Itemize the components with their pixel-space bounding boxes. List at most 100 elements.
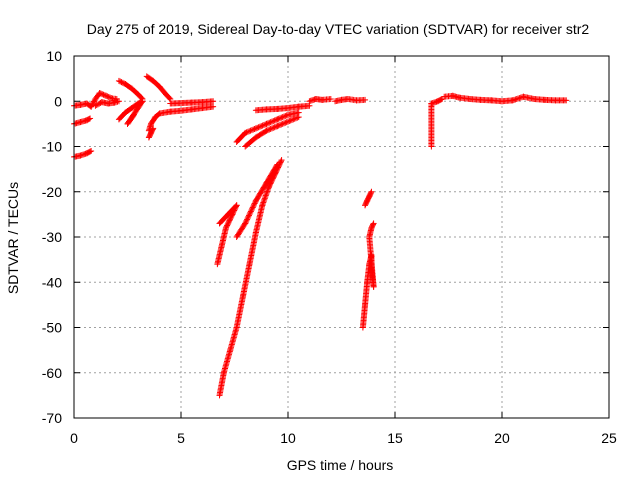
y-tick-label: -70	[42, 410, 62, 426]
data-point	[280, 120, 287, 127]
data-point	[368, 188, 375, 195]
data-point	[232, 203, 239, 210]
data-point	[118, 79, 125, 86]
data-point	[279, 114, 286, 121]
data-point	[287, 117, 294, 124]
data-point	[293, 115, 300, 122]
axis-ticks: 0 5 10 15 20 25 10 0 -10 -20 -30 -40 -50 -60 -70	[42, 48, 617, 446]
data-point	[283, 119, 290, 126]
data-point	[246, 128, 253, 135]
data-point	[274, 116, 281, 123]
data-point	[106, 94, 113, 101]
data-point	[259, 122, 266, 129]
data-point	[266, 119, 273, 126]
data-point	[88, 148, 95, 155]
data-point	[264, 127, 271, 134]
data-point	[242, 219, 249, 226]
data-point	[100, 91, 107, 98]
data-point	[101, 92, 108, 99]
data-point	[274, 161, 281, 168]
x-tick-label: 5	[177, 430, 185, 446]
data-point	[87, 115, 94, 122]
data-point	[119, 79, 126, 86]
data-point	[245, 212, 252, 219]
data-point	[275, 122, 282, 129]
data-point	[256, 123, 263, 130]
data-point	[278, 157, 285, 164]
data-point	[166, 95, 173, 102]
y-tick-label: -30	[42, 229, 62, 245]
data-point	[115, 77, 122, 84]
y-tick-label: -10	[42, 139, 62, 155]
y-tick-label: 0	[54, 93, 62, 109]
data-point	[276, 115, 283, 122]
data-point	[262, 128, 269, 135]
data-point	[245, 213, 252, 220]
data-point	[250, 203, 257, 210]
data-point	[270, 118, 277, 125]
data-point	[290, 116, 297, 123]
data-points	[71, 73, 570, 399]
data-point	[278, 121, 285, 128]
data-point	[273, 162, 280, 169]
data-point	[210, 103, 217, 110]
data-point	[210, 98, 217, 105]
data-point	[367, 189, 374, 196]
data-point	[262, 121, 269, 128]
data-point	[282, 112, 289, 119]
x-tick-label: 15	[387, 430, 403, 446]
data-point	[243, 217, 250, 224]
data-point	[258, 123, 265, 130]
data-point	[264, 120, 271, 127]
data-point	[249, 205, 256, 212]
y-axis-label: SDTVAR / TECUs	[5, 182, 21, 294]
y-tick-label: -40	[42, 274, 62, 290]
data-point	[274, 123, 281, 130]
data-point	[263, 127, 270, 134]
y-tick-label: -20	[42, 184, 62, 200]
data-point	[278, 114, 285, 121]
data-point	[362, 96, 369, 103]
data-point	[271, 124, 278, 131]
data-point	[282, 119, 289, 126]
data-point	[267, 125, 274, 132]
data-point	[280, 113, 287, 120]
data-point	[248, 127, 255, 134]
data-point	[272, 116, 279, 123]
data-point	[251, 125, 258, 132]
data-point	[243, 129, 250, 136]
data-point	[247, 209, 254, 216]
data-point	[93, 102, 100, 109]
data-point	[563, 97, 570, 104]
data-point	[244, 216, 251, 223]
data-point	[103, 92, 110, 99]
data-point	[286, 118, 293, 125]
data-point	[108, 94, 115, 101]
data-point	[85, 116, 92, 123]
data-point	[291, 115, 298, 122]
data-point	[327, 95, 334, 102]
data-point	[289, 116, 296, 123]
data-point	[92, 102, 99, 109]
data-point	[96, 90, 103, 97]
data-point	[260, 122, 267, 129]
data-point	[272, 123, 279, 130]
data-point	[244, 215, 251, 222]
y-tick-label: 10	[46, 48, 62, 64]
data-point	[87, 148, 94, 155]
data-point	[294, 114, 301, 121]
data-point	[130, 112, 137, 119]
data-point	[283, 112, 290, 119]
data-point	[233, 202, 240, 209]
data-point	[267, 119, 274, 126]
data-point	[277, 158, 284, 165]
data-point	[249, 204, 256, 211]
x-tick-label: 0	[70, 430, 78, 446]
data-point	[268, 118, 275, 125]
data-point	[242, 220, 249, 227]
data-point	[252, 199, 259, 206]
x-tick-label: 10	[280, 430, 296, 446]
data-point	[96, 100, 103, 107]
data-point	[117, 78, 124, 85]
